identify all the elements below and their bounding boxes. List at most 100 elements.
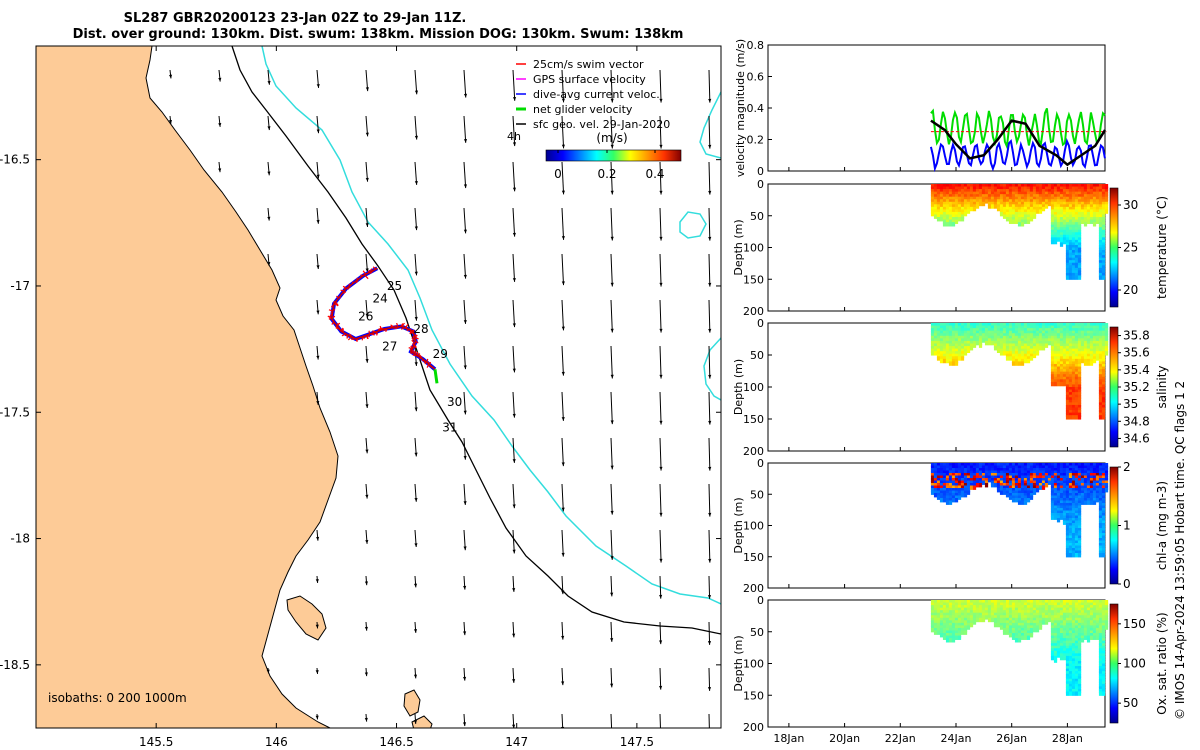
salinity-cell — [1104, 330, 1109, 336]
salinity-cell — [963, 330, 968, 336]
chla-cell — [1053, 500, 1058, 505]
chla-cell — [1071, 493, 1076, 498]
oxygen-cell — [1059, 643, 1064, 648]
temperature-cell — [1056, 211, 1061, 217]
salinity-cell — [1071, 346, 1076, 351]
oxygen-cell — [1086, 620, 1091, 625]
velocity-arrowhead — [365, 132, 369, 137]
temperature-cell — [1023, 194, 1028, 199]
salinity-cell — [1050, 323, 1055, 328]
oxygen-cell — [1101, 600, 1106, 605]
oxygen-cell — [1047, 602, 1052, 607]
chla-cell — [1080, 468, 1085, 473]
chla-cell — [1023, 468, 1028, 473]
temperature-cell — [1053, 232, 1058, 237]
temperature-cell — [939, 201, 944, 207]
salinity-cell — [1017, 356, 1022, 361]
salinity-cell — [936, 330, 941, 336]
chla-cell — [993, 478, 998, 483]
chla-cell — [1008, 493, 1013, 498]
salinity-cell — [1002, 351, 1007, 356]
chla-cell — [1035, 470, 1040, 475]
velocity-arrowhead — [365, 358, 369, 363]
velocity-y-tick-label: 0.2 — [747, 134, 765, 147]
salinity-cell — [1050, 348, 1055, 353]
chla-cell — [978, 478, 983, 483]
chla-cell — [1098, 470, 1103, 475]
oxygen-cell — [966, 600, 971, 605]
salinity-cell — [948, 348, 953, 353]
velocity-vector — [463, 207, 467, 234]
chla-cell — [990, 480, 995, 485]
temperature-cell — [1017, 184, 1022, 189]
chla-cell — [1101, 550, 1106, 555]
temperature-cell — [1086, 196, 1091, 202]
temperature-cell — [1062, 189, 1067, 194]
chla-cell — [960, 465, 965, 470]
temperature-cell — [960, 199, 965, 204]
velocity-vector — [561, 161, 565, 195]
chla-cell — [1089, 478, 1094, 483]
oxygen-cell — [1026, 622, 1031, 628]
velocity-arrowhead — [659, 420, 663, 425]
chla-cell — [948, 500, 953, 505]
chla-cell — [1035, 475, 1040, 480]
temperature-cell — [966, 206, 971, 212]
temperature-cell — [993, 194, 998, 199]
oxygen-cell — [981, 612, 986, 618]
temperature-cell — [1056, 194, 1061, 199]
salinity-cell — [1026, 348, 1031, 353]
chla-cell — [1071, 470, 1076, 475]
temperature-cell — [1059, 227, 1064, 232]
chla-cell — [1101, 500, 1106, 505]
temperature-cell — [1056, 222, 1061, 227]
temperature-cell — [1053, 204, 1058, 209]
salinity-cell — [954, 358, 959, 364]
chla-cell — [954, 493, 959, 498]
velocity-vector — [561, 299, 564, 331]
temperature-cell — [1083, 214, 1088, 219]
oxygen-cell — [1098, 640, 1103, 646]
salinity-cell — [942, 338, 947, 343]
oxygen-cell — [942, 605, 947, 610]
chla-cell — [1089, 483, 1094, 488]
chla-cell — [1101, 475, 1106, 480]
chla-cell — [972, 485, 977, 490]
depth-tick-label: 100 — [743, 658, 764, 671]
salinity-cell — [1095, 348, 1100, 353]
temperature-cell — [1002, 214, 1007, 219]
oxygen-cell — [1062, 643, 1067, 648]
chla-cell — [1101, 528, 1106, 533]
oxygen-cell — [966, 602, 971, 607]
velocity-vector — [659, 345, 662, 379]
chla-cell — [1101, 503, 1106, 508]
salinity-cell — [1077, 412, 1082, 417]
salinity-cell — [1098, 392, 1103, 397]
isobath-1000m-offshore-ring — [679, 211, 707, 239]
salinity-cell — [984, 340, 989, 346]
salinity-cell — [1080, 330, 1085, 336]
temperature-cell — [1089, 217, 1094, 222]
temperature-cell — [1074, 204, 1079, 209]
velocity-arrowhead — [708, 144, 712, 149]
salinity-cell — [999, 348, 1004, 353]
oxygen-cell — [1017, 625, 1022, 630]
salinity-cell — [939, 338, 944, 343]
salinity-cell — [939, 330, 944, 336]
chla-cell — [1098, 495, 1103, 500]
chla-cell — [984, 468, 989, 473]
oxygen-cell — [1038, 605, 1043, 610]
oxygen-cell — [1077, 678, 1082, 684]
temperature-cell — [1008, 211, 1013, 217]
chla-cell — [1041, 480, 1046, 485]
chla-cell — [1062, 480, 1067, 485]
map-x-tick-label: 145.5 — [139, 735, 173, 749]
oxygen-cell — [993, 600, 998, 605]
velocity-vector — [561, 115, 565, 149]
legend-entry: 25cm/s swim vector — [533, 58, 644, 71]
chla-cell — [966, 480, 971, 485]
salinity-cell — [1074, 325, 1079, 330]
salinity-cell — [933, 323, 938, 328]
chla-cell — [1020, 485, 1025, 490]
